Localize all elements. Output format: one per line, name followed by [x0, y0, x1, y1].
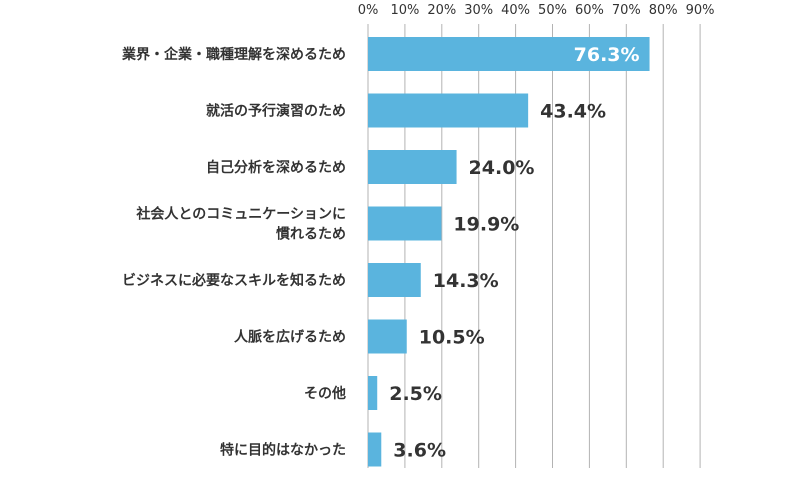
x-tick-label: 90%: [686, 3, 715, 18]
category-label: 特に目的はなかった: [220, 442, 346, 459]
bars: [368, 37, 650, 467]
category-label: 就活の予行演習のため: [206, 103, 346, 120]
category-label: 人脈を広げるため: [234, 329, 346, 346]
x-tick-label: 0%: [358, 3, 379, 18]
bar: [368, 150, 457, 184]
bar: [368, 206, 442, 241]
category-labels: 業界・企業・職種理解を深めるため就活の予行演習のため自己分析を深めるため社会人と…: [121, 46, 346, 459]
bar: [368, 93, 529, 128]
bar: [368, 37, 650, 71]
x-tick-label: 70%: [612, 3, 641, 18]
value-label: 19.9%: [453, 214, 519, 236]
x-tick-label: 60%: [575, 3, 604, 18]
category-label: 自己分析を深めるため: [206, 159, 346, 176]
value-label: 10.5%: [419, 327, 485, 349]
x-axis-ticks: 0% 10% 20% 30% 40% 50% 60% 70% 80% 90%: [358, 3, 715, 18]
bar: [368, 319, 407, 354]
x-tick-label: 50%: [538, 3, 567, 18]
value-labels: 76.3% 43.4% 24.0% 19.9% 14.3% 10.5% 2.5% 3.6%: [389, 44, 639, 462]
x-tick-label: 20%: [427, 3, 456, 18]
bar: [368, 263, 421, 297]
x-tick-label: 10%: [390, 3, 419, 18]
category-label: 業界・企業・職種理解を深めるため: [121, 46, 346, 63]
value-label: 3.6%: [393, 440, 446, 462]
x-tick-label: 30%: [464, 3, 493, 18]
category-label: 社会人とのコミュニケーションに慣れるため: [135, 206, 346, 243]
value-label: 76.3%: [574, 44, 640, 66]
category-label: ビジネスに必要なスキルを知るため: [122, 272, 346, 289]
category-label: その他: [304, 385, 346, 402]
bar: [368, 376, 378, 410]
bar: [368, 432, 382, 467]
value-label: 2.5%: [389, 383, 442, 405]
value-label: 43.4%: [540, 101, 606, 123]
x-tick-label: 80%: [649, 3, 678, 18]
value-label: 24.0%: [469, 157, 535, 179]
value-label: 14.3%: [433, 270, 499, 292]
x-tick-label: 40%: [501, 3, 530, 18]
